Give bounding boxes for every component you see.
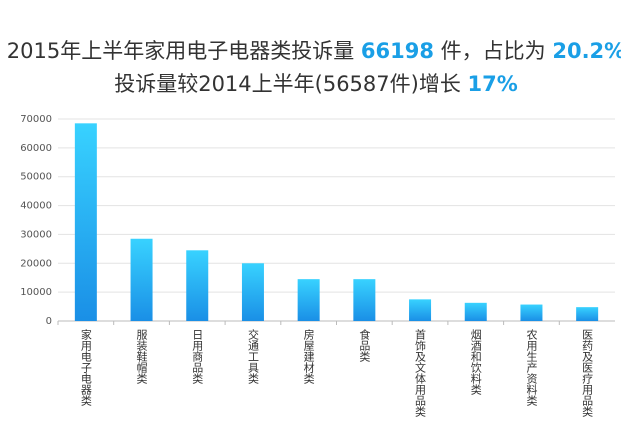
y-tick-label: 40000 [20, 201, 52, 212]
y-tick-label: 50000 [20, 172, 52, 183]
x-tick-label: 家用电子电器类 [79, 328, 92, 407]
bar [464, 302, 487, 321]
title-text: 件，占比为 [434, 39, 552, 63]
bar [409, 299, 432, 321]
bar [74, 123, 97, 321]
y-tick-label: 60000 [20, 143, 52, 154]
y-tick-label: 30000 [20, 229, 52, 240]
y-tick-label: 0 [46, 316, 52, 327]
bar [353, 279, 376, 321]
x-tick-label: 首饰及文体用品类 [414, 328, 427, 418]
x-tick-label: 服装鞋帽类 [135, 329, 148, 385]
bar [576, 307, 599, 321]
bar [186, 250, 209, 321]
y-tick-label: 70000 [20, 114, 52, 125]
bar [130, 238, 153, 321]
y-tick-label: 10000 [20, 287, 52, 298]
x-tick-label: 烟酒和饮料类 [469, 328, 482, 396]
x-tick-label: 房屋建材类 [302, 329, 315, 385]
title-highlight: 20.2% [552, 39, 621, 63]
bar [297, 279, 320, 321]
x-tick-label: 交通工具类 [246, 328, 259, 385]
bar [520, 304, 543, 321]
x-tick-label: 食品类 [358, 328, 371, 363]
chart-title: 2015年上半年家用电子电器类投诉量 66198 件，占比为 20.2% [7, 39, 621, 63]
title-highlight: 17% [468, 72, 518, 96]
chart-subtitle: 投诉量较2014上半年(56587件)增长 17% [114, 72, 518, 96]
x-tick-label: 农用生产资料类 [525, 328, 538, 407]
x-tick-label: 医药及医疗用品类 [581, 329, 594, 418]
bar [241, 263, 264, 321]
x-tick-label: 日用商品类 [191, 329, 204, 385]
title-highlight: 66198 [361, 39, 434, 63]
title-text: 投诉量较2014上半年(56587件)增长 [114, 72, 467, 96]
title-text: 2015年上半年家用电子电器类投诉量 [7, 39, 361, 63]
y-tick-label: 20000 [20, 258, 52, 269]
